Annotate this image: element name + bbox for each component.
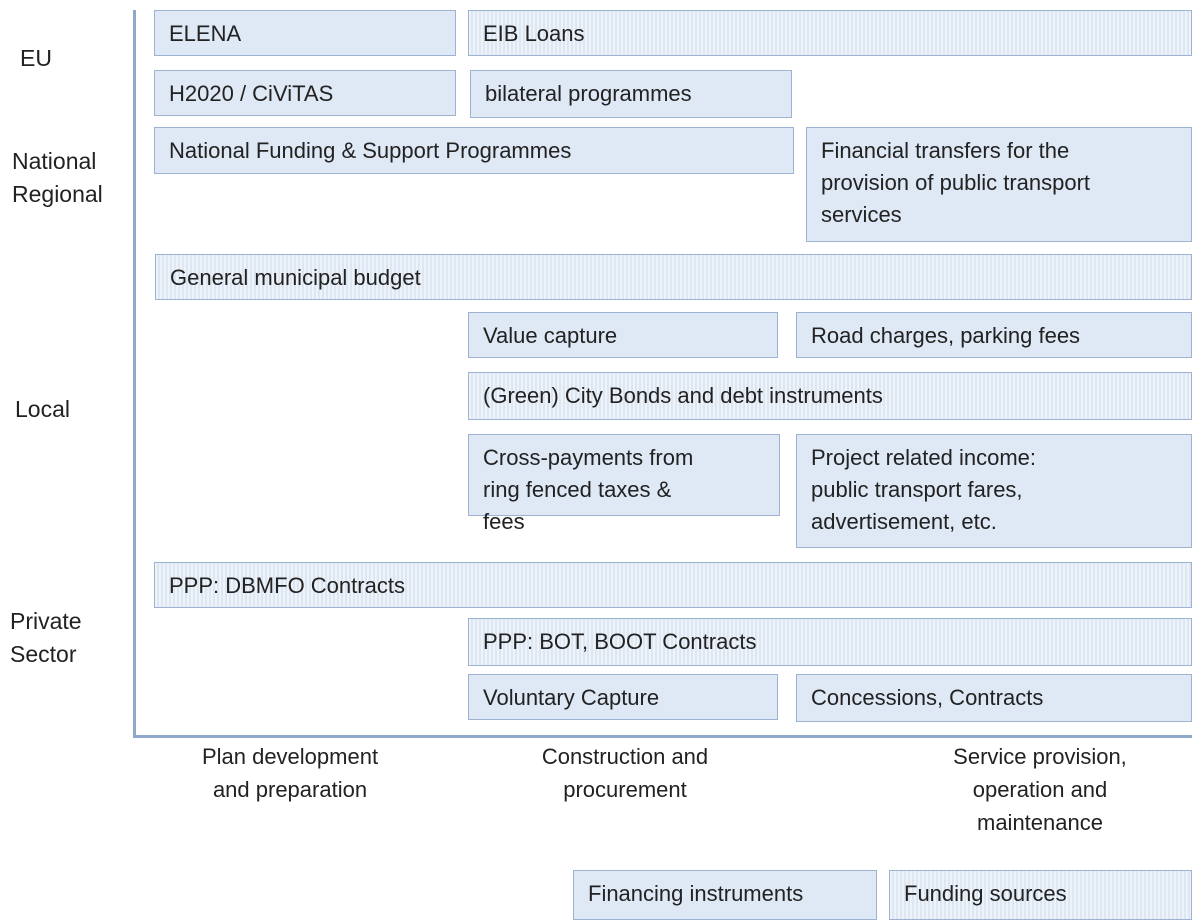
text-line: (Green) City Bonds and debt instruments xyxy=(483,383,883,408)
text-line: General municipal budget xyxy=(170,265,421,290)
text-line: Local xyxy=(15,396,70,422)
text-line: public transport fares, xyxy=(811,477,1023,502)
funding-box: Voluntary Capture xyxy=(468,674,778,720)
row-label: National Regional xyxy=(12,145,103,211)
text-line: Project related income: xyxy=(811,445,1036,470)
funding-box: General municipal budget xyxy=(155,254,1192,300)
text-line: Concessions, Contracts xyxy=(811,685,1044,710)
column-label: Construction and procurement xyxy=(465,740,785,806)
text-line: ring fenced taxes & xyxy=(483,477,672,502)
text-line: services xyxy=(821,202,902,227)
funding-box: bilateral programmes xyxy=(470,70,792,118)
text-line: Financing instruments xyxy=(588,881,804,906)
text-line: bilateral programmes xyxy=(485,81,692,106)
text-line: provision of public transport xyxy=(821,170,1091,195)
text-line: Sector xyxy=(10,641,77,667)
row-label: Private Sector xyxy=(10,605,82,671)
funding-box: Financial transfers for the provision of … xyxy=(806,127,1192,242)
funding-box: Project related income: public transport … xyxy=(796,434,1192,548)
text-line: Value capture xyxy=(483,323,618,348)
text-line: PPP: DBMFO Contracts xyxy=(169,573,405,598)
text-line: H2020 / CiViTAS xyxy=(169,81,334,106)
text-line: Service provision, xyxy=(953,744,1127,769)
text-line: EIB Loans xyxy=(483,21,585,46)
text-line: Funding sources xyxy=(904,881,1067,906)
funding-box: H2020 / CiViTAS xyxy=(154,70,456,116)
text-line: PPP: BOT, BOOT Contracts xyxy=(483,629,757,654)
text-line: ELENA xyxy=(169,21,242,46)
text-line: Road charges, parking fees xyxy=(811,323,1081,348)
text-line: Plan development xyxy=(201,744,379,769)
funding-box: PPP: DBMFO Contracts xyxy=(154,562,1192,608)
text-line: EU xyxy=(20,45,52,71)
row-label: Local xyxy=(15,393,70,426)
funding-box: EIB Loans xyxy=(468,10,1192,56)
text-line: National xyxy=(12,148,97,174)
text-line: advertisement, etc. xyxy=(811,509,997,534)
funding-box: Road charges, parking fees xyxy=(796,312,1192,358)
horizontal-axis xyxy=(133,735,1192,738)
text-line: maintenance xyxy=(977,810,1103,835)
funding-box: Concessions, Contracts xyxy=(796,674,1192,722)
text-line: Voluntary Capture xyxy=(483,685,660,710)
text-line: Construction and xyxy=(541,744,709,769)
text-line: Regional xyxy=(12,181,103,207)
text-line: Private xyxy=(10,608,82,634)
text-line: National Funding & Support Programmes xyxy=(169,138,572,163)
column-label: Plan development and preparation xyxy=(130,740,450,806)
funding-box: (Green) City Bonds and debt instruments xyxy=(468,372,1192,420)
text-line: Financial transfers for the xyxy=(821,138,1070,163)
funding-box: Cross-payments from ring fenced taxes & fe… xyxy=(468,434,780,534)
legend-item: Funding sources xyxy=(889,870,1192,920)
text-line: operation and xyxy=(972,777,1108,802)
vertical-axis xyxy=(133,10,136,738)
funding-box: PPP: BOT, BOOT Contracts xyxy=(468,618,1192,666)
row-label: EU xyxy=(20,42,52,75)
funding-box: National Funding & Support Programmes xyxy=(154,127,794,174)
text-line: and preparation xyxy=(212,777,368,802)
text-line: procurement xyxy=(563,777,687,802)
legend-item: Financing instruments xyxy=(573,870,877,920)
text-line: fees xyxy=(483,509,525,534)
text-line: Cross-payments from xyxy=(483,445,694,470)
column-label: Service provision, operation and maintenan… xyxy=(880,740,1192,839)
funding-box: ELENA xyxy=(154,10,456,56)
funding-box: Value capture xyxy=(468,312,778,358)
